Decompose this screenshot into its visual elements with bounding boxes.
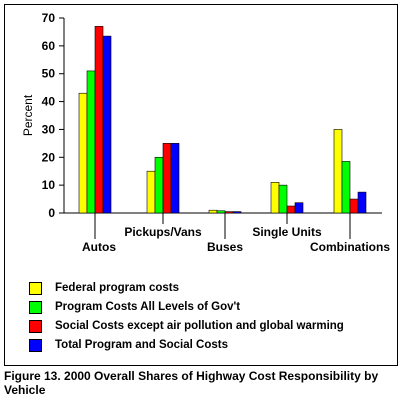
legend-item: Social Costs except air pollution and gl… [29, 319, 369, 337]
y-axis-label: Percent [21, 94, 35, 136]
bar [102, 35, 112, 214]
y-tick-label: 10 [42, 178, 56, 192]
x-tick-label: Single Units [252, 225, 322, 239]
figure-caption: Figure 13. 2000 Overall Shares of Highwa… [4, 369, 379, 397]
bar [86, 70, 96, 214]
y-tick-label: 70 [42, 11, 56, 25]
y-tick-label: 50 [42, 67, 56, 81]
legend-label: Program Costs All Levels of Gov't [55, 301, 241, 313]
bar [94, 26, 104, 214]
bar [154, 156, 164, 214]
legend-swatch [29, 339, 42, 352]
y-tick-label: 0 [48, 206, 55, 220]
bar [208, 209, 218, 214]
legend-item: Total Program and Social Costs [29, 338, 369, 356]
x-tick-label: Combinations [310, 240, 390, 254]
bar [341, 161, 351, 214]
bar [270, 182, 280, 214]
bar [224, 211, 234, 214]
bar [333, 129, 343, 214]
bar [294, 202, 304, 214]
bar [278, 184, 288, 214]
y-tick-label: 40 [42, 95, 56, 109]
bar [162, 143, 172, 214]
bar [78, 92, 88, 214]
y-tick-label: 60 [42, 39, 56, 53]
y-tick-label: 20 [42, 150, 56, 164]
bar [357, 191, 367, 214]
y-tick-label: 30 [42, 122, 56, 136]
legend-label: Federal program costs [55, 282, 179, 294]
x-tick-label: Buses [207, 240, 243, 254]
legend-swatch [29, 282, 42, 295]
bar-chart: 0 10 20 30 40 50 60 70 Percent Autos Pickups/Vans B… [21, 11, 390, 254]
x-tick-label: Pickups/Vans [124, 225, 202, 239]
bar [349, 198, 359, 214]
legend-swatch [29, 301, 42, 314]
legend-swatch [29, 320, 42, 333]
legend-label: Total Program and Social Costs [55, 339, 228, 351]
bar [216, 210, 226, 214]
x-tick-label: Autos [82, 240, 116, 254]
bar [286, 205, 296, 214]
bar [232, 211, 242, 214]
bar [146, 170, 156, 214]
chart-frame: 0 10 20 30 40 50 60 70 Percent Autos Pickups/Vans B… [4, 4, 398, 366]
legend-item: Program Costs All Levels of Gov't [29, 300, 369, 318]
legend-item: Federal program costs [29, 281, 369, 299]
legend-label: Social Costs except air pollution and gl… [55, 320, 344, 332]
bar [170, 143, 180, 214]
